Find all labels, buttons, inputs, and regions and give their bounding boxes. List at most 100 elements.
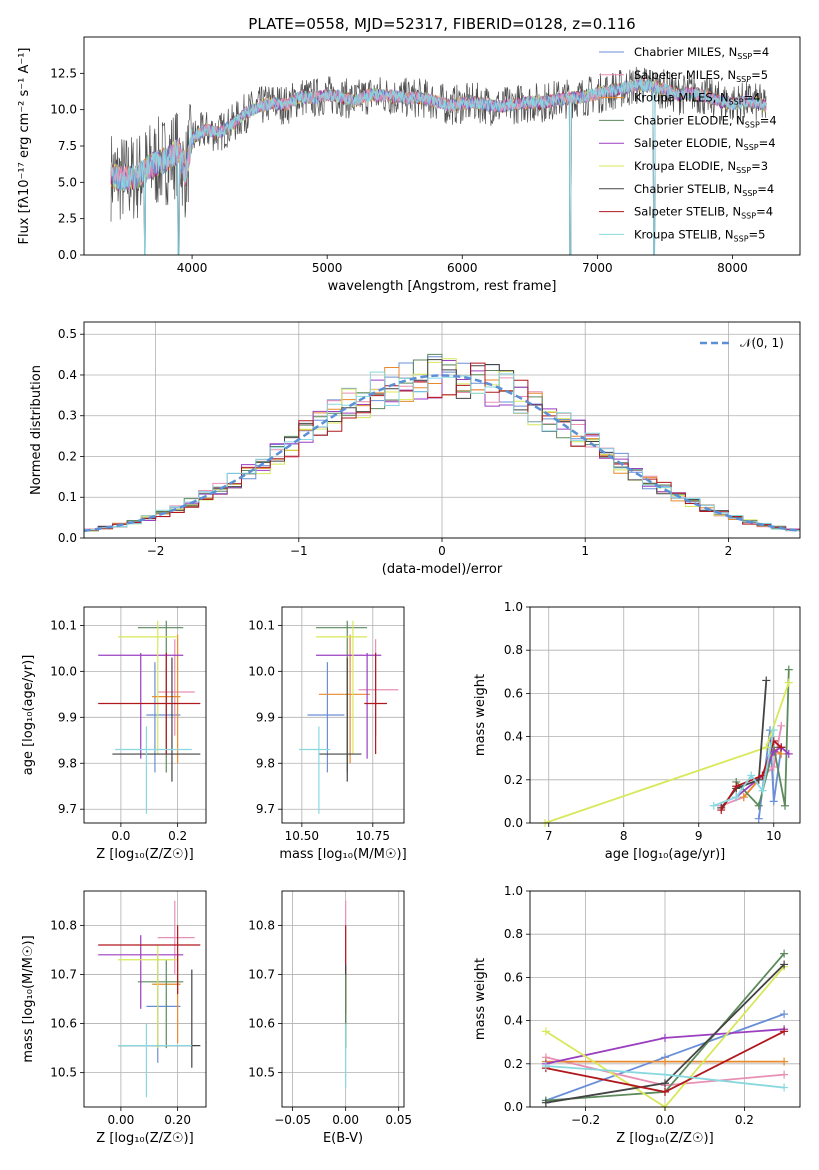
age-vs-metallicity-panel: 0.0 0.2 9.7 9.8 9.9 10.0 10.1 Z [log₁₀(Z/Z☉)] ag… — [21, 606, 207, 862]
mass-vs-ebv-panel: −0.05 0.00 0.05 10.5 10.6 10.7 10.8 E(B-V) — [248, 890, 412, 1146]
x-tick-label: 1 — [581, 544, 589, 558]
y-tick-label: 0.2 — [504, 1057, 523, 1071]
x-axis-label: wavelength [Angstrom, rest frame] — [328, 279, 557, 294]
x-tick-label: 10.75 — [356, 829, 390, 843]
y-tick-label: 1.0 — [504, 884, 523, 898]
weight-marker — [661, 1033, 669, 1042]
x-axis-label: mass [log₁₀(M/M☉)] — [279, 847, 406, 862]
x-axis-label: E(B-V) — [323, 1131, 363, 1146]
y-tick-label: 0.2 — [504, 773, 523, 787]
legend-entry: Chabrier MILES, NSSP=4 — [634, 45, 769, 61]
massweight-vs-metallicity-panel: −0.2 0.0 0.2 0.0 0.2 0.4 0.6 0.8 1.0 Z [log₁₀(Z/Z… — [473, 884, 801, 1146]
y-tick-label: 10.8 — [248, 918, 275, 932]
y-tick-label: 10.5 — [248, 1066, 275, 1080]
y-tick-label: 0.8 — [504, 927, 523, 941]
legend-entry: Salpeter MILES, NSSP=5 — [634, 68, 768, 84]
weight-marker — [784, 665, 793, 674]
spectrum-line — [110, 78, 767, 255]
weight-marker — [769, 797, 778, 806]
legend-subscript: SSP — [729, 98, 744, 107]
x-tick-label: 0.0 — [111, 829, 130, 843]
weight-marker — [739, 793, 748, 802]
legend-subscript: SSP — [736, 166, 751, 175]
y-tick-label: 9.7 — [58, 802, 77, 816]
weight-marker — [541, 1061, 550, 1070]
weight-marker — [732, 793, 741, 802]
axis-ticks: 4000 5000 6000 7000 8000 0.0 2.5 5.0 7.5 10.0 12.5 — [50, 66, 747, 275]
legend-suffix: =4 — [756, 205, 773, 219]
legend-entry: Salpeter STELIB, NSSP=4 — [634, 205, 773, 221]
y-tick-label: 9.8 — [256, 756, 275, 770]
weight-marker — [780, 1083, 789, 1092]
y-tick-label: 0.4 — [58, 368, 77, 382]
legend-entry: Chabrier STELIB, NSSP=4 — [634, 182, 774, 198]
legend-entry: Kroupa MILES, NSSP=4 — [634, 91, 760, 107]
weight-marker — [758, 786, 767, 795]
weight-marker — [661, 1087, 669, 1096]
weight-marker — [717, 806, 726, 815]
weight-marker — [762, 743, 771, 752]
legend-suffix: =4 — [744, 91, 761, 105]
x-axis-label: age [log₁₀(age/yr)] — [605, 847, 726, 862]
x-tick-label: −0.2 — [571, 1113, 600, 1127]
x-tick-label: 6000 — [447, 261, 478, 275]
legend-subscript: SSP — [737, 52, 752, 61]
legend-subscript: SSP — [736, 75, 751, 84]
y-tick-label: 1.0 — [504, 600, 523, 614]
axis-ticks: 7 8 9 10 0.0 0.2 0.4 0.6 0.8 1.0 — [504, 600, 781, 843]
legend-subscript: SSP — [744, 143, 759, 152]
y-tick-label: 10.1 — [248, 618, 275, 632]
spectrum-line — [110, 78, 767, 189]
y-axis-label: age [log₁₀(age/yr)] — [21, 655, 36, 776]
axes-frame — [83, 606, 207, 824]
x-tick-label: 10 — [766, 829, 781, 843]
x-tick-label: 0.00 — [332, 1113, 359, 1127]
figure-title: PLATE=0558, MJD=52317, FIBERID=0128, z=0… — [248, 15, 635, 33]
y-tick-label: 10.6 — [248, 1017, 275, 1031]
spectrum-panel: 4000 5000 6000 7000 8000 0.0 2.5 5.0 7.5 10.0 12.5… — [17, 36, 801, 294]
legend-suffix: =5 — [751, 68, 768, 82]
weight-marker — [781, 801, 789, 810]
y-tick-label: 0.0 — [58, 531, 77, 545]
gridlines — [282, 607, 404, 823]
residuals-panel: −2 −1 0 1 2 0.0 0.1 0.2 0.3 0.4 0.5 (data-model)/er… — [29, 321, 801, 577]
x-tick-label: 7 — [545, 829, 553, 843]
axes-frame — [529, 890, 801, 1108]
axes-frame — [529, 606, 801, 824]
y-tick-label: 2.5 — [58, 212, 77, 226]
y-tick-label: 10.7 — [248, 967, 275, 981]
y-tick-label: 12.5 — [50, 66, 77, 80]
y-tick-label: 0.3 — [58, 409, 77, 423]
weight-marker — [661, 1070, 669, 1079]
y-tick-label: 0.0 — [504, 1100, 523, 1114]
x-axis-label: (data-model)/error — [382, 562, 503, 577]
weight-marker — [661, 1079, 669, 1088]
y-tick-label: 10.0 — [50, 103, 77, 117]
y-tick-label: 0.0 — [58, 248, 77, 262]
gridlines — [84, 607, 206, 823]
weight-marker — [777, 721, 786, 730]
weight-marker — [709, 801, 718, 810]
weight-marker — [747, 771, 756, 780]
y-tick-label: 10.8 — [50, 918, 77, 932]
x-tick-label: 0 — [438, 544, 446, 558]
gridlines — [84, 891, 206, 1107]
plot-area — [98, 900, 201, 1098]
plot-area — [299, 620, 399, 814]
x-tick-label: 10.50 — [285, 829, 319, 843]
axes-frame — [83, 36, 801, 256]
axis-ticks: −0.2 0.0 0.2 0.0 0.2 0.4 0.6 0.8 1.0 — [504, 884, 754, 1127]
x-axis-label: Z [log₁₀(Z/Z☉)] — [96, 847, 193, 862]
x-axis-label: Z [log₁₀(Z/Z☉)] — [96, 1131, 193, 1146]
y-tick-label: 10.6 — [50, 1017, 77, 1031]
axis-ticks: 0.0 0.2 9.7 9.8 9.9 10.0 10.1 — [50, 618, 187, 843]
legend: Chabrier MILES, NSSP=4 Salpeter MILES, NS… — [599, 45, 777, 243]
axes-frame — [83, 890, 207, 1108]
y-tick-label: 0.1 — [58, 490, 77, 504]
legend-suffix: =4 — [760, 113, 777, 127]
x-tick-label: −0.05 — [274, 1113, 311, 1127]
weight-marker — [754, 801, 763, 810]
x-tick-label: 0.00 — [108, 1113, 135, 1127]
y-tick-label: 9.8 — [58, 756, 77, 770]
